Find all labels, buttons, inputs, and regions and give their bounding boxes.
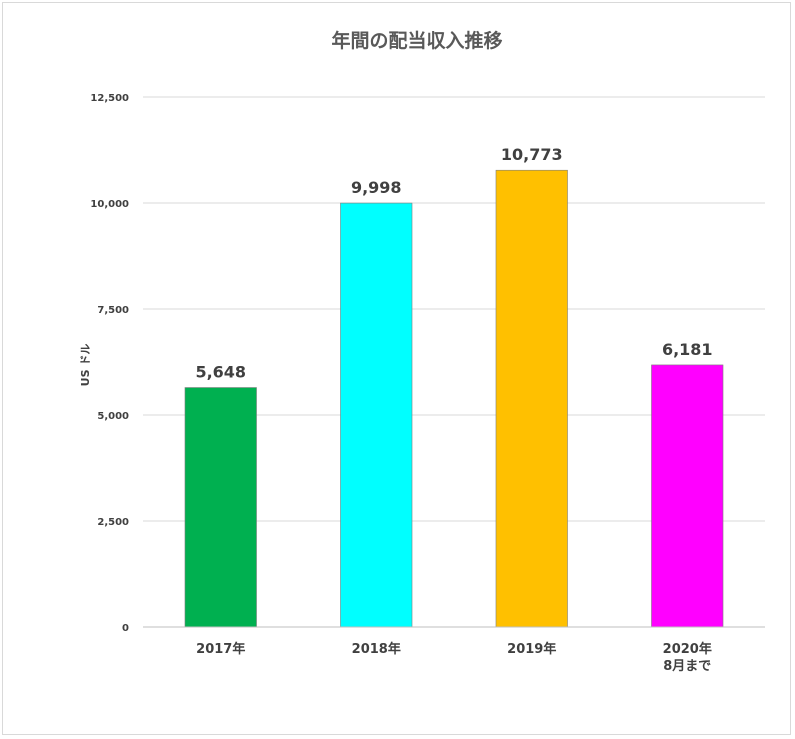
data-labels: 5,648 9,998 10,773 6,181	[195, 145, 712, 381]
data-label: 6,181	[662, 340, 713, 359]
data-label: 9,998	[351, 178, 402, 197]
y-tick-label: 0	[122, 623, 129, 634]
data-label: 5,648	[195, 363, 246, 382]
category-label: 2020年	[663, 641, 712, 657]
category-labels: 2017年 2018年 2019年 2020年 8月まで	[196, 641, 712, 674]
category-label: 2017年	[196, 641, 245, 657]
y-tick-label: 5,000	[97, 411, 129, 422]
y-tick-label: 12,500	[90, 93, 129, 104]
chart-title: 年間の配当収入推移	[331, 29, 502, 52]
bars	[184, 169, 724, 628]
bar	[184, 387, 257, 628]
category-label: 2019年	[507, 641, 556, 657]
y-tick-label: 2,500	[97, 517, 129, 528]
y-tick-label: 7,500	[97, 305, 129, 316]
bar	[340, 202, 413, 628]
bar	[495, 169, 568, 628]
data-label: 10,773	[501, 145, 563, 164]
category-label: 2018年	[352, 641, 401, 657]
category-label: 8月まで	[663, 659, 711, 674]
bar-chart: 年間の配当収入推移 0 2,500 5,000 7,500 10,000 12,500 U…	[79, 29, 765, 674]
y-axis-label: US ドル	[79, 344, 92, 387]
bar	[651, 364, 724, 628]
y-axis-ticks: 0 2,500 5,000 7,500 10,000 12,500	[90, 93, 129, 634]
y-tick-label: 10,000	[90, 199, 129, 210]
